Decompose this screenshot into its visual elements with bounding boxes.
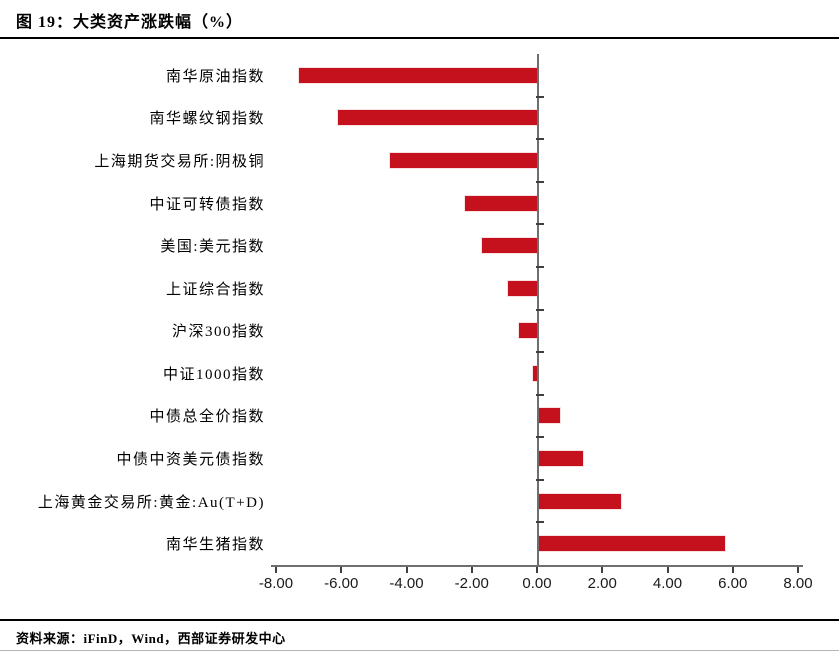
category-axis-tick [536,265,544,268]
x-axis-tick-label: 4.00 [652,575,683,592]
category-axis-tick [536,95,544,98]
x-axis-tick-label: -2.00 [454,575,489,592]
category-label: 中债总全价指数 [149,409,265,426]
x-axis-tick [666,567,669,573]
bar [539,536,725,552]
x-axis-tick [470,567,473,573]
category-axis-tick [536,308,544,311]
zero-axis [537,54,539,567]
bar [519,323,537,339]
x-axis-tick-label: 0.00 [522,575,552,592]
x-axis-tick [797,567,799,573]
category-label: 上海黄金交易所:黄金:Au(T+D) [37,494,265,511]
category-axis-tick [536,436,544,439]
category-axis-tick [536,180,544,183]
bottom-divider [0,650,839,651]
footer-divider [0,619,839,621]
bar [539,408,561,424]
x-axis-tick [340,567,343,573]
category-axis-tick [536,351,544,354]
bar [481,238,537,254]
category-label: 中证可转债指数 [149,196,265,213]
x-axis-tick [405,567,408,573]
bar [337,110,537,126]
chart-title: 图 19：大类资产涨跌幅（%） [16,14,244,31]
bar [298,67,537,83]
category-axis-tick [536,138,544,141]
bar [539,493,621,509]
bar [507,280,537,296]
category-axis-tick [536,521,544,524]
x-axis-tick [731,567,734,573]
category-label: 南华生猪指数 [165,537,265,554]
category-label: 南华原油指数 [165,68,265,85]
x-axis-tick-label: 2.00 [587,575,617,592]
category-axis-tick [536,393,544,396]
title-divider [0,37,839,39]
x-axis-tick [601,567,604,573]
bar [390,152,537,168]
category-label: 沪深300指数 [171,324,265,341]
x-axis-tick-label: -8.00 [258,575,294,592]
bar [465,195,537,211]
category-label: 中债中资美元债指数 [116,452,265,469]
x-axis-tick-label: 6.00 [718,575,748,592]
x-axis-tick [275,567,277,573]
category-axis-tick [536,478,544,481]
category-label: 上证综合指数 [165,281,265,298]
x-axis-tick-label: -4.00 [389,575,424,592]
source-note: 资料来源：iFinD，Wind，西部证券研发中心 [16,631,286,646]
x-axis-line [271,565,803,567]
category-label: 上海期货交易所:阴极铜 [94,153,265,170]
category-label: 中证1000指数 [162,366,265,383]
x-axis-tick-label: -6.00 [324,575,359,592]
category-label: 美国:美元指数 [160,239,265,256]
category-axis-tick [536,223,544,226]
x-axis-tick-label: 8.00 [783,575,813,592]
category-label: 南华螺纹钢指数 [149,111,265,128]
x-axis-tick [536,567,538,573]
bar [539,451,584,467]
bar [533,365,537,381]
